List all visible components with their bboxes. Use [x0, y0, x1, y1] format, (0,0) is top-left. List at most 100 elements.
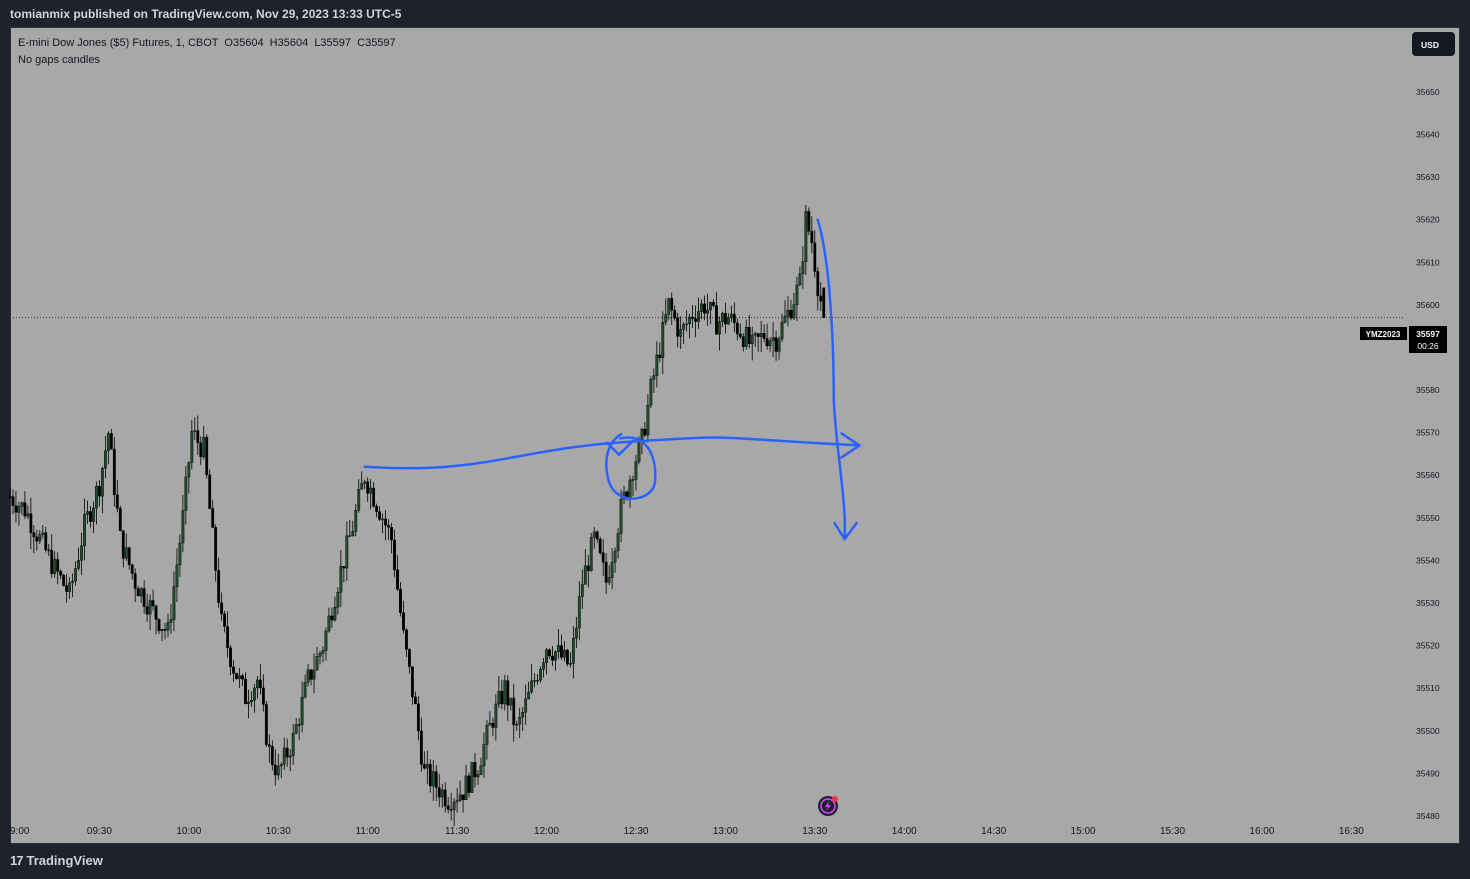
candle-body: [83, 514, 86, 547]
candle-body: [813, 242, 817, 272]
candle-body: [402, 612, 405, 631]
candle-body: [80, 545, 83, 561]
candle-body: [330, 615, 334, 621]
candle-body: [661, 322, 665, 358]
candle-body: [428, 764, 432, 787]
candle-body: [303, 682, 307, 698]
candle-body: [583, 565, 587, 585]
candle-body: [768, 340, 772, 347]
price-tick-label: 35650: [1416, 87, 1440, 97]
candle-body: [607, 577, 611, 583]
candle-body: [333, 606, 337, 621]
hand-drawn-annotations[interactable]: [363, 218, 861, 541]
price-tick-label: 35500: [1416, 726, 1440, 736]
candle-body: [92, 507, 95, 522]
candle-body: [71, 580, 74, 584]
chart-type-label: No gaps candles: [18, 54, 100, 66]
chart-frame[interactable]: [10, 27, 1460, 844]
candle-body: [759, 333, 763, 337]
candle-body: [157, 619, 161, 631]
candle-body: [595, 531, 599, 540]
lightning-event-icon[interactable]: [818, 796, 838, 816]
time-tick-label: 15:00: [1071, 826, 1096, 837]
price-tick-label: 35520: [1416, 641, 1440, 651]
candle-body: [288, 755, 292, 758]
candle-body: [592, 531, 596, 538]
candle-body: [321, 650, 325, 654]
candle-body: [682, 324, 686, 330]
candle-body: [729, 313, 733, 319]
candle-body: [145, 606, 149, 615]
candle-body: [551, 655, 554, 661]
price-tick-label: 35640: [1416, 129, 1440, 139]
candle-body: [649, 379, 653, 406]
candle-body: [238, 675, 241, 679]
candle-body: [765, 338, 769, 347]
candle-body: [580, 584, 584, 597]
candle-body: [345, 535, 349, 569]
candle-body: [139, 588, 143, 597]
candle-body: [297, 724, 301, 726]
symbol-legend[interactable]: E-mini Dow Jones ($5) Futures, 1, CBOT O…: [18, 37, 396, 49]
candle-body: [685, 323, 689, 326]
currency-button[interactable]: USD: [1412, 32, 1455, 56]
candle-body: [533, 680, 537, 682]
candle-body: [640, 428, 644, 441]
candle-body: [431, 771, 435, 787]
candle-body: [449, 809, 453, 811]
candle-body: [393, 539, 396, 571]
candle-body: [169, 619, 173, 623]
candle-body: [616, 533, 620, 552]
candle-body: [816, 271, 820, 297]
candle-body: [232, 666, 235, 674]
candle-body: [256, 679, 259, 689]
candle-body: [527, 691, 531, 700]
candle-body: [783, 315, 787, 323]
time-tick-label: 12:00: [534, 826, 559, 837]
candle-body: [160, 629, 164, 631]
candle-body: [38, 534, 42, 542]
time-tick-label: 13:00: [713, 826, 738, 837]
candle-body: [205, 436, 209, 476]
candle-body: [396, 569, 399, 590]
candle-body: [241, 675, 244, 680]
candle-body: [375, 505, 379, 512]
candle-body: [482, 744, 486, 767]
candle-body: [41, 532, 45, 535]
candle-body: [318, 653, 322, 657]
candle-body: [20, 502, 24, 507]
time-tick-label: 13:30: [802, 826, 827, 837]
candle-body: [416, 703, 420, 732]
candle-body: [664, 314, 668, 323]
candle-body: [413, 696, 417, 704]
candle-body: [601, 552, 605, 563]
candle-series[interactable]: [8, 204, 826, 827]
candle-body: [762, 333, 766, 339]
candle-body: [11, 496, 15, 506]
price-axis[interactable]: 3566035650356403563035620356103560035590…: [1416, 44, 1440, 821]
time-axis[interactable]: 9:00 09:30 10:00 10:30 11:00 11:30 12:00 12:30 1…: [10, 826, 1364, 837]
publish-info: tomianmix published on TradingView.com, …: [10, 7, 402, 21]
candle-body: [115, 494, 119, 509]
price-tick-label: 35630: [1416, 172, 1440, 182]
tradingview-logo[interactable]: 17 TradingView: [10, 853, 103, 868]
price-tick-label: 35540: [1416, 555, 1440, 565]
candle-body: [786, 309, 790, 317]
candle-body: [399, 588, 402, 613]
candle-body: [217, 570, 221, 603]
candle-body: [112, 448, 116, 495]
candle-body: [542, 662, 545, 670]
candle-body: [294, 724, 298, 734]
time-tick-label: 10:30: [266, 826, 291, 837]
time-tick-label: 12:30: [623, 826, 648, 837]
price-tick-label: 35550: [1416, 513, 1440, 523]
candle-body: [324, 630, 328, 651]
candle-body: [187, 462, 191, 478]
candle-body: [276, 765, 280, 776]
candle-body: [586, 565, 590, 571]
candle-body: [497, 690, 501, 705]
candle-body: [384, 518, 387, 526]
candle-body: [756, 333, 760, 337]
time-tick-label: 15:30: [1160, 826, 1185, 837]
